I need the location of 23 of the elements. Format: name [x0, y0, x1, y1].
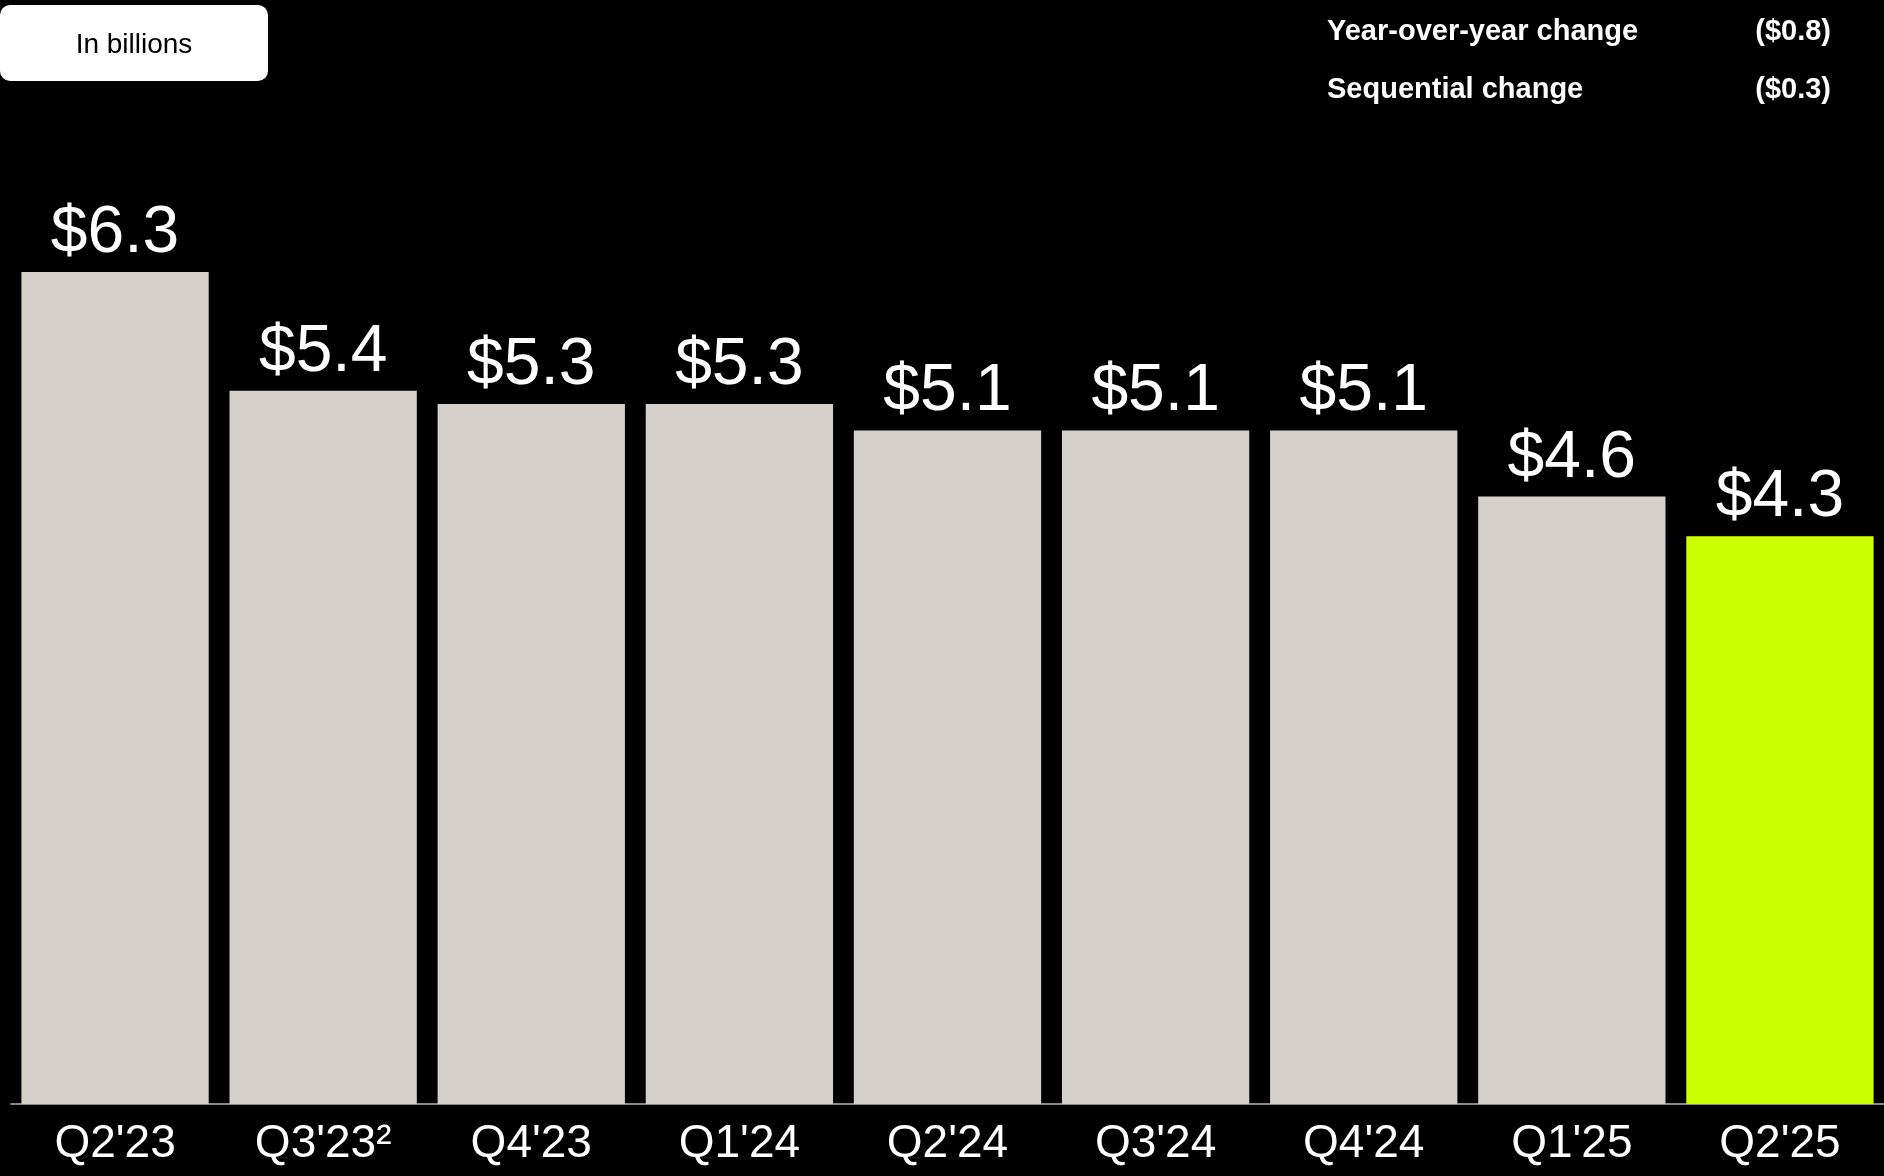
x-tick-label: Q2'24: [886, 1115, 1009, 1167]
text: Year-over-year change: [1327, 13, 1639, 46]
data-label: $6.3: [50, 192, 180, 266]
x-tick-label: Q2'25: [1719, 1115, 1841, 1167]
x-tick-label: Q1'25: [1511, 1115, 1633, 1167]
data-label: $5.1: [1299, 350, 1428, 425]
data-label: $4.6: [1507, 416, 1637, 491]
x-tick-label: Q4'24: [1303, 1115, 1425, 1167]
x-tick-label: Q3'24: [1094, 1115, 1217, 1167]
x-tick-label: Q1'24: [678, 1115, 801, 1167]
text: ($0.3): [1755, 71, 1832, 104]
data-label: $5.4: [258, 310, 388, 385]
x-tick-label: Q4'23: [470, 1115, 592, 1167]
data-label: $5.3: [467, 324, 596, 399]
text: ($0.8): [1755, 13, 1832, 46]
text: In billions: [75, 27, 193, 59]
data-label: $4.3: [1715, 456, 1845, 531]
x-tick-label: Q2'23: [54, 1115, 176, 1167]
x-tick-label: Q3'23²: [254, 1115, 392, 1167]
data-label: $5.1: [883, 350, 1012, 425]
text: Sequential change: [1327, 71, 1584, 104]
data-label: $5.1: [1091, 350, 1220, 425]
data-label: $5.3: [675, 324, 804, 399]
